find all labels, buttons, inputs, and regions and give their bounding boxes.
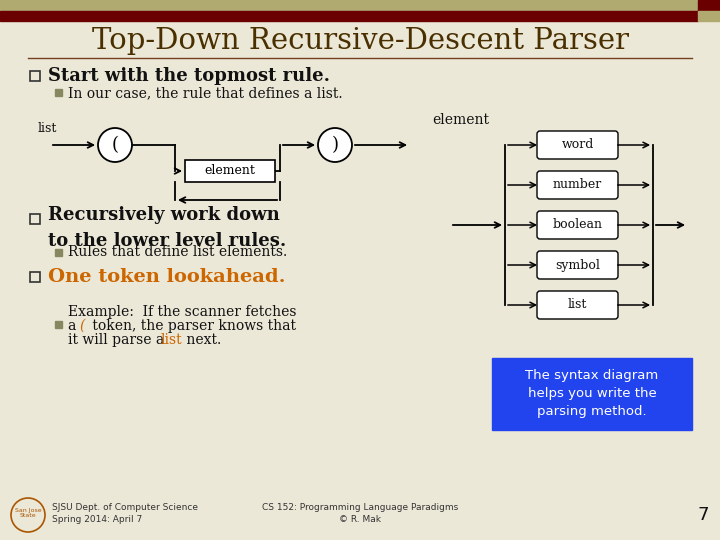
FancyBboxPatch shape <box>537 171 618 199</box>
Bar <box>0 0 698 11</box>
Circle shape <box>318 128 352 162</box>
Bar <box>55 89 62 96</box>
Text: word: word <box>562 138 594 152</box>
Bar <box>55 249 62 256</box>
Text: (: ( <box>79 319 84 333</box>
Bar <box>30 272 40 282</box>
Text: list: list <box>568 299 588 312</box>
Text: One token lookahead.: One token lookahead. <box>48 268 286 286</box>
FancyBboxPatch shape <box>537 131 618 159</box>
Text: symbol: symbol <box>555 259 600 272</box>
Bar <box>698 0 720 11</box>
Text: Rules that define list elements.: Rules that define list elements. <box>68 245 287 259</box>
Text: (: ( <box>112 136 119 154</box>
Text: Start with the topmost rule.: Start with the topmost rule. <box>48 67 330 85</box>
FancyBboxPatch shape <box>537 291 618 319</box>
Text: In our case, the rule that defines a list.: In our case, the rule that defines a lis… <box>68 86 343 100</box>
Text: Spring 2014: April 7: Spring 2014: April 7 <box>52 516 143 524</box>
FancyBboxPatch shape <box>537 251 618 279</box>
Text: next.: next. <box>182 333 221 347</box>
Bar <box>30 214 40 224</box>
Text: list: list <box>38 122 58 134</box>
Text: number: number <box>553 179 602 192</box>
Text: element: element <box>432 113 489 127</box>
Bar <box>0 11 698 21</box>
Text: San Jose
State: San Jose State <box>14 508 41 518</box>
FancyBboxPatch shape <box>537 211 618 239</box>
Text: Top-Down Recursive-Descent Parser: Top-Down Recursive-Descent Parser <box>91 27 629 55</box>
Text: The syntax diagram
helps you write the
parsing method.: The syntax diagram helps you write the p… <box>526 369 659 418</box>
Text: © R. Mak: © R. Mak <box>339 516 381 524</box>
Text: element: element <box>204 165 256 178</box>
Bar <box>698 11 720 21</box>
Text: token, the parser knows that: token, the parser knows that <box>88 319 296 333</box>
Text: SJSU Dept. of Computer Science: SJSU Dept. of Computer Science <box>52 503 198 512</box>
Text: Example:  If the scanner fetches: Example: If the scanner fetches <box>68 305 297 319</box>
Text: Recursively work down
to the lower level rules.: Recursively work down to the lower level… <box>48 206 287 250</box>
Text: ): ) <box>331 136 338 154</box>
Bar <box>492 358 692 430</box>
Text: a: a <box>68 319 81 333</box>
Bar <box>185 160 275 182</box>
Text: boolean: boolean <box>552 219 603 232</box>
Text: CS 152: Programming Language Paradigms: CS 152: Programming Language Paradigms <box>262 503 458 512</box>
Circle shape <box>98 128 132 162</box>
Bar <box>30 71 40 81</box>
Bar <box>55 321 62 328</box>
Text: it will parse a: it will parse a <box>68 333 168 347</box>
Text: 7: 7 <box>697 506 708 524</box>
Text: list: list <box>161 333 183 347</box>
